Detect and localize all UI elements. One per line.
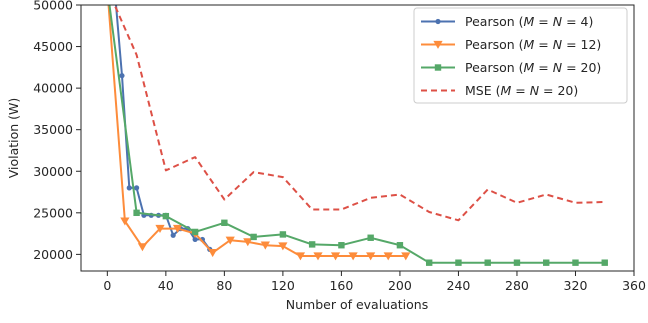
- x-tick-label: 0: [103, 278, 111, 293]
- x-tick-label: 200: [388, 278, 412, 293]
- x-tick-label: 280: [505, 278, 529, 293]
- legend-marker-1: [435, 18, 441, 25]
- data-point-series-1: [192, 236, 198, 243]
- series-line-3: [108, 5, 605, 264]
- legend-label-part: Pearson (: [465, 14, 524, 29]
- x-axis-label: Number of evaluations: [286, 297, 428, 312]
- legend-label-part: M: [524, 37, 535, 52]
- y-axis: 20000 25000 30000 35000 40000 45000 50000: [33, 0, 81, 262]
- data-point-series-3: [601, 259, 608, 266]
- y-tick-label: 20000: [33, 247, 73, 262]
- legend-label-4: MSE (M = N = 20): [465, 83, 578, 98]
- legend-marker-2: [433, 40, 443, 49]
- data-point-series-3: [308, 241, 316, 248]
- data-point-series-2: [155, 224, 165, 233]
- y-tick-label: 45000: [33, 39, 73, 54]
- data-point-series-2: [172, 224, 183, 233]
- legend-label-part: M: [524, 14, 535, 29]
- legend-label-part: = 12): [562, 37, 601, 52]
- data-point-series-2: [313, 252, 323, 261]
- data-point-series-2: [120, 217, 130, 226]
- data-point-series-2: [401, 252, 411, 261]
- legend-label-part: MSE (: [465, 83, 500, 98]
- data-point-series-2: [366, 252, 376, 261]
- data-point-series-2: [243, 238, 253, 247]
- legend-label-2: Pearson (M = N = 12): [465, 37, 601, 52]
- y-tick-label: 25000: [33, 205, 73, 220]
- data-point-series-3: [396, 242, 404, 249]
- data-point-series-2: [225, 236, 235, 245]
- x-axis: 0 40 80 120 160 200 240 280 320 360: [103, 271, 646, 293]
- data-point-series-2: [208, 249, 218, 258]
- data-point-series-3: [221, 219, 228, 226]
- x-tick-label: 240: [447, 278, 471, 293]
- data-point-series-3: [133, 209, 140, 217]
- y-axis-label: Violation (W): [6, 98, 21, 179]
- series-line-4: [113, 5, 605, 222]
- data-point-series-3: [572, 259, 579, 266]
- legend-label-part: =: [534, 37, 552, 52]
- legend-label-3: Pearson (M = N = 20): [465, 60, 601, 75]
- series-layer: [107, 5, 608, 266]
- y-tick-label: 30000: [33, 164, 73, 179]
- data-point-series-2: [137, 243, 148, 252]
- y-tick-label: 50000: [33, 0, 73, 13]
- x-tick-label: 160: [329, 278, 353, 293]
- legend-label-part: Pearson (: [465, 37, 524, 52]
- y-tick-label: 35000: [33, 122, 73, 137]
- data-point-series-3: [162, 212, 170, 220]
- data-point-series-3: [543, 259, 550, 266]
- data-point-series-3: [425, 259, 433, 266]
- x-tick-label: 40: [158, 278, 174, 293]
- data-point-series-3: [191, 228, 199, 236]
- data-point-series-3: [484, 259, 491, 266]
- legend-box: [413, 7, 628, 104]
- x-tick-label: 80: [216, 278, 232, 293]
- series-line-2: [107, 5, 406, 257]
- data-point-series-3: [250, 233, 257, 241]
- data-point-series-3: [279, 231, 287, 238]
- legend-label-part: = 20): [562, 60, 601, 75]
- legend-label-part: N: [530, 83, 540, 98]
- y-tick-label: 40000: [33, 81, 73, 96]
- legend-marker-3: [434, 64, 442, 71]
- data-point-series-2: [260, 241, 270, 250]
- x-tick-label: 320: [564, 278, 588, 293]
- data-point-series-3: [513, 259, 521, 266]
- x-tick-label: 360: [622, 278, 646, 293]
- legend-label-part: =: [534, 60, 552, 75]
- data-point-series-2: [383, 252, 393, 261]
- plot-frame: [80, 4, 635, 272]
- data-point-series-2: [295, 252, 306, 261]
- data-point-series-2: [330, 252, 341, 261]
- data-point-series-2: [348, 252, 358, 261]
- data-point-series-1: [126, 185, 132, 191]
- x-tick-label: 120: [271, 278, 295, 293]
- data-point-series-3: [367, 234, 374, 241]
- data-point-series-3: [338, 242, 345, 249]
- legend: Pearson (M = N = 4)Pearson (M = N = 12)P…: [413, 7, 628, 104]
- legend-label-part: M: [500, 83, 511, 98]
- legend-label-part: =: [511, 83, 529, 98]
- legend-label-part: =: [534, 14, 552, 29]
- data-point-series-1: [170, 232, 176, 238]
- legend-label-part: N: [553, 14, 563, 29]
- legend-label-part: N: [553, 60, 563, 75]
- legend-label-part: = 20): [539, 83, 578, 98]
- data-point-series-1: [119, 73, 125, 79]
- data-point-series-2: [278, 242, 288, 251]
- data-point-series-1: [133, 185, 140, 191]
- data-point-series-3: [455, 259, 462, 266]
- legend-label-part: Pearson (: [465, 60, 524, 75]
- legend-label-part: M: [524, 60, 535, 75]
- legend-label-part: = 4): [562, 14, 593, 29]
- legend-label-1: Pearson (M = N = 4): [465, 14, 593, 29]
- legend-label-part: N: [553, 37, 563, 52]
